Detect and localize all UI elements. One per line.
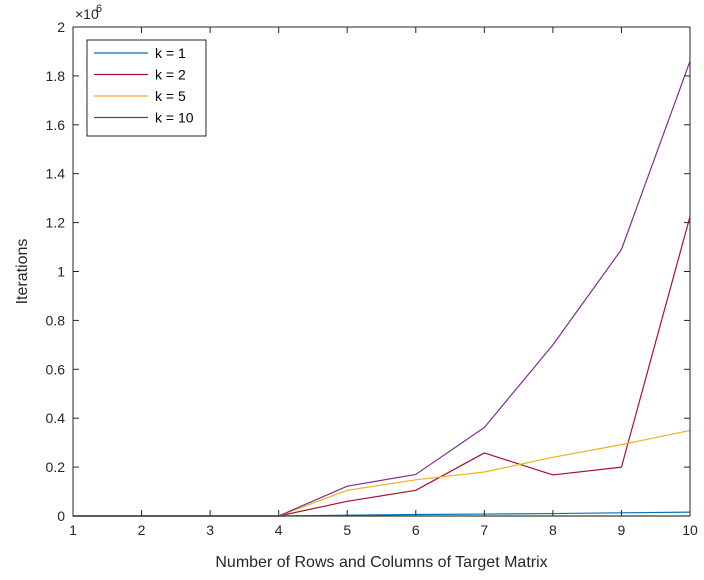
y-tick-label: 0.4 xyxy=(46,410,66,426)
x-tick-label: 4 xyxy=(275,522,283,538)
x-axis-label: Number of Rows and Columns of Target Mat… xyxy=(215,554,547,571)
y-exponent-label: ×10 6 xyxy=(75,3,102,22)
y-tick-label: 0 xyxy=(57,508,65,524)
legend-label-k-10: k = 10 xyxy=(155,110,194,126)
x-tick-label: 7 xyxy=(480,522,488,538)
x-tick-label: 2 xyxy=(138,522,146,538)
y-exponent-base: ×10 xyxy=(75,6,99,22)
x-tick-label: 5 xyxy=(343,522,351,538)
x-tick-label: 9 xyxy=(618,522,626,538)
y-axis-label: Iterations xyxy=(14,239,31,305)
y-tick-label: 1.4 xyxy=(46,166,66,182)
x-tick-label: 3 xyxy=(206,522,214,538)
y-tick-label: 1.8 xyxy=(46,68,66,84)
legend-label-k-2: k = 2 xyxy=(155,67,186,83)
legend-box xyxy=(86,39,207,137)
legend-label-k-5: k = 5 xyxy=(155,88,186,104)
tick-layer: 1 2 3 4 5 6 7 8 9 10 0 0.2 0.4 0.6 0.8 1 1.2 1.4 1.6 1.8 2 xyxy=(46,19,698,538)
y-tick-label: 1 xyxy=(57,264,65,280)
x-tick-label: 1 xyxy=(69,522,77,538)
y-tick-label: 1.2 xyxy=(46,215,66,231)
y-tick-label: 0.6 xyxy=(46,361,66,377)
y-exponent-power: 6 xyxy=(96,3,102,15)
x-tick-label: 6 xyxy=(412,522,420,538)
y-tick-label: 0.2 xyxy=(46,459,66,475)
legend-label-k-1: k = 1 xyxy=(155,45,186,61)
x-tick-label: 8 xyxy=(549,522,557,538)
x-tick-label: 10 xyxy=(682,522,698,538)
y-tick-label: 2 xyxy=(57,19,65,35)
y-tick-label: 1.6 xyxy=(46,117,66,133)
legend: k = 1 k = 2 k = 5 k = 10 xyxy=(86,39,207,137)
y-tick-label: 0.8 xyxy=(46,312,66,328)
